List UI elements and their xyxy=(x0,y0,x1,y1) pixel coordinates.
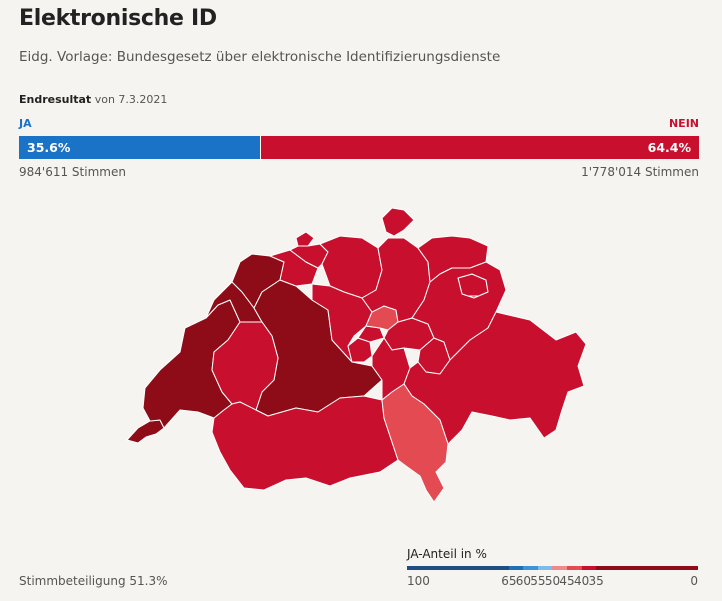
legend-tick-label: 50 xyxy=(544,574,561,588)
canton-GR[interactable] xyxy=(403,311,587,445)
legend-segment xyxy=(508,566,524,570)
nein-bar-segment[interactable]: 64.4% xyxy=(261,136,699,159)
turnout-text: Stimmbeteiligung 51.3% xyxy=(19,574,168,588)
legend-segment xyxy=(581,566,597,570)
legend-segment xyxy=(567,566,582,570)
legend-segment xyxy=(596,566,698,570)
legend-title: JA-Anteil in % xyxy=(407,547,487,561)
switzerland-map xyxy=(126,207,587,503)
legend-color-scale xyxy=(407,566,698,570)
canton-VS[interactable] xyxy=(211,395,399,491)
canton-LU[interactable] xyxy=(311,283,373,363)
legend-segment xyxy=(523,566,538,570)
legend-tick-label: 40 xyxy=(573,574,590,588)
result-bar: 35.6% 64.4% xyxy=(19,136,699,159)
ja-votes: 984'611 Stimmen xyxy=(19,165,126,179)
legend-segment xyxy=(537,566,553,570)
nein-label: NEIN xyxy=(668,117,699,130)
result-date: von 7.3.2021 xyxy=(94,93,168,106)
legend-segment xyxy=(407,566,509,570)
legend-tick-label: 35 xyxy=(588,574,604,588)
legend-tick-label: 55 xyxy=(530,574,546,588)
legend-tick-label: 100 xyxy=(407,574,430,588)
canton-BS[interactable] xyxy=(295,231,315,247)
canton-SH[interactable] xyxy=(381,207,415,237)
legend-tick-label: 65 xyxy=(501,574,517,588)
legend-tick-label: 0 xyxy=(690,574,698,588)
canton-ZH[interactable] xyxy=(361,237,431,323)
legend-tick-label: 45 xyxy=(559,574,575,588)
canton-GE[interactable] xyxy=(126,419,165,444)
legend-segment xyxy=(552,566,568,570)
nein-percent: 64.4% xyxy=(647,140,691,155)
result-label: Endresultat xyxy=(19,93,92,106)
ja-label: JA xyxy=(19,117,32,130)
result-heading: Endresultat von 7.3.2021 xyxy=(19,93,167,106)
page-subtitle: Eidg. Vorlage: Bundesgesetz über elektro… xyxy=(19,49,501,65)
page-title: Elektronische ID xyxy=(19,6,217,31)
ja-percent: 35.6% xyxy=(27,140,71,155)
canton-NW[interactable] xyxy=(357,325,385,343)
nein-votes: 1'778'014 Stimmen xyxy=(581,165,699,179)
legend-tick-label: 60 xyxy=(515,574,532,588)
ja-bar-segment[interactable]: 35.6% xyxy=(19,136,262,159)
canton-TI[interactable] xyxy=(381,383,449,503)
